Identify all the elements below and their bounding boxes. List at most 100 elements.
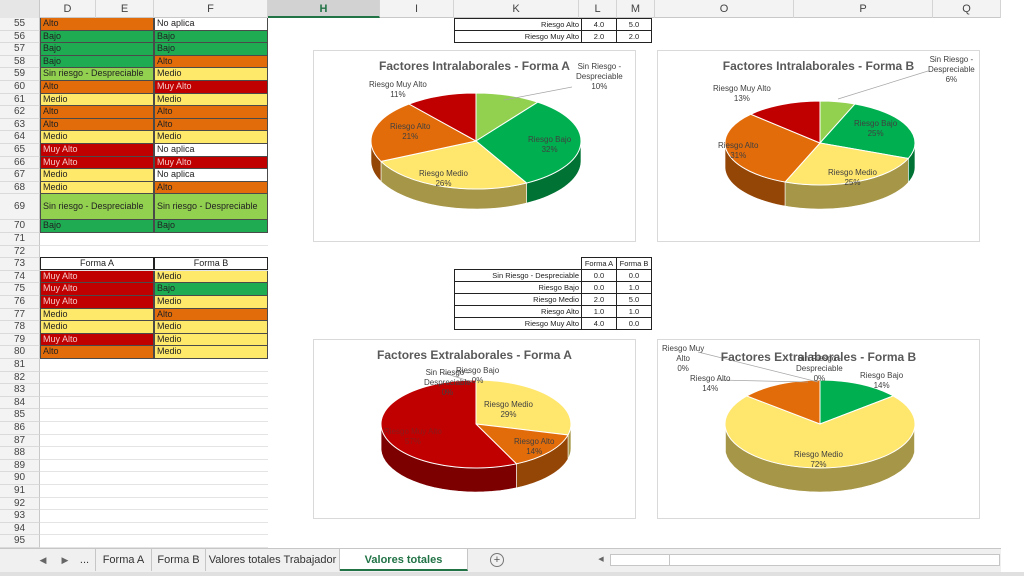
horizontal-scrollbar-track[interactable] xyxy=(670,554,1000,566)
pie-slice-bajo[interactable] xyxy=(475,101,582,184)
risk-cell-f[interactable]: Bajo xyxy=(154,30,268,44)
row-header[interactable]: 69 xyxy=(0,194,40,221)
table-cell[interactable]: 0.0 xyxy=(616,269,652,282)
risk-cell-e[interactable]: Medio xyxy=(40,181,154,195)
table-cell[interactable]: Riesgo Muy Alto xyxy=(454,317,582,330)
row-header[interactable]: 59 xyxy=(0,68,40,81)
row-header[interactable]: 66 xyxy=(0,156,40,170)
row-header[interactable]: 86 xyxy=(0,422,40,435)
risk-cell-f[interactable]: Medio xyxy=(154,131,268,144)
table-cell[interactable]: Riesgo Muy Alto xyxy=(454,30,582,43)
table-cell[interactable]: 4.0 xyxy=(581,317,617,330)
risk-cell-e[interactable]: Sin riesgo - Despreciable xyxy=(40,194,154,221)
pie-slice-bajo[interactable] xyxy=(819,103,916,160)
forma-a-cell[interactable]: Medio xyxy=(40,321,154,334)
table-cell[interactable]: Riesgo Alto xyxy=(454,18,582,31)
risk-cell-e[interactable]: Alto xyxy=(40,18,154,31)
forma-b-cell[interactable]: Medio xyxy=(154,346,268,359)
table-cell[interactable]: 0.0 xyxy=(581,269,617,282)
table-cell[interactable]: 2.0 xyxy=(581,293,617,306)
column-header-p[interactable]: P xyxy=(794,0,933,18)
risk-cell-e[interactable]: Bajo xyxy=(40,220,154,233)
row-header[interactable]: 95 xyxy=(0,535,40,548)
forma-a-cell[interactable]: Medio xyxy=(40,308,154,322)
pie-slice-bajo[interactable] xyxy=(819,379,895,425)
row-header[interactable]: 91 xyxy=(0,485,40,498)
risk-cell-f[interactable]: Alto xyxy=(154,55,268,69)
row-header[interactable]: 82 xyxy=(0,371,40,385)
row-header[interactable]: 72 xyxy=(0,245,40,259)
table-cell[interactable]: 2.0 xyxy=(616,30,652,43)
table-header-cell[interactable]: Forma A xyxy=(581,257,617,270)
row-header[interactable]: 62 xyxy=(0,106,40,119)
row-header[interactable]: 88 xyxy=(0,447,40,460)
table-cell[interactable]: 1.0 xyxy=(616,281,652,294)
row-header[interactable]: 90 xyxy=(0,472,40,485)
chart-intralaborales-forma-b[interactable]: Factores Intralaborales - Forma B Sin Ri… xyxy=(657,50,980,242)
pie-slice-muy-alto[interactable] xyxy=(749,100,821,144)
column-header-q[interactable]: Q xyxy=(933,0,1001,18)
risk-cell-f[interactable]: Alto xyxy=(154,118,268,132)
column-header-l[interactable]: L xyxy=(579,0,617,18)
row-header[interactable]: 79 xyxy=(0,333,40,347)
table-cell[interactable]: 1.0 xyxy=(616,305,652,318)
column-header-i[interactable]: I xyxy=(380,0,454,18)
pie-slice-medio[interactable] xyxy=(784,142,910,186)
forma-b-cell[interactable]: Bajo xyxy=(154,283,268,296)
risk-cell-e[interactable]: Medio xyxy=(40,169,154,182)
column-header-k[interactable]: K xyxy=(454,0,579,18)
pie-slice-medio[interactable] xyxy=(379,140,528,190)
column-header-h[interactable]: H xyxy=(268,0,380,18)
forma-b-cell[interactable]: Medio xyxy=(154,333,268,347)
row-header[interactable]: 65 xyxy=(0,144,40,157)
row-header[interactable]: 92 xyxy=(0,497,40,511)
row-header[interactable]: 85 xyxy=(0,409,40,422)
forma-a-cell[interactable]: Muy Alto xyxy=(40,270,154,284)
pie-slice-alto[interactable] xyxy=(474,423,569,465)
pie-slice-medio[interactable] xyxy=(475,379,572,436)
forma-b-cell[interactable]: Medio xyxy=(154,270,268,284)
row-header[interactable]: 80 xyxy=(0,346,40,359)
pie-slice-alto[interactable] xyxy=(370,103,478,162)
table-cell[interactable]: 5.0 xyxy=(616,293,652,306)
risk-cell-f[interactable]: Bajo xyxy=(154,43,268,56)
select-all-corner[interactable] xyxy=(0,0,40,18)
risk-cell-f[interactable]: No aplica xyxy=(154,18,268,31)
risk-cell-e[interactable]: Alto xyxy=(40,106,154,119)
row-header[interactable]: 60 xyxy=(0,81,40,94)
chart-extralaborales-forma-b[interactable]: Factores Extralaborales - Forma B Riesgo… xyxy=(657,339,980,519)
risk-cell-f[interactable]: No aplica xyxy=(154,169,268,182)
hscroll-left-button[interactable]: ◀ xyxy=(598,556,604,563)
row-header[interactable]: 64 xyxy=(0,131,40,144)
column-header-f[interactable]: F xyxy=(154,0,268,18)
tab-scroll-next-button[interactable]: ▶ xyxy=(61,555,69,565)
row-header[interactable]: 81 xyxy=(0,359,40,372)
row-header[interactable]: 70 xyxy=(0,220,40,233)
forma-b-cell[interactable]: Medio xyxy=(154,321,268,334)
pie-slice-muy-alto[interactable] xyxy=(380,379,518,469)
chart-intralaborales-forma-a[interactable]: Factores Intralaborales - Forma A Sin Ri… xyxy=(313,50,636,242)
risk-cell-f[interactable]: Medio xyxy=(154,68,268,81)
risk-cell-e[interactable]: Alto xyxy=(40,81,154,94)
risk-cell-f[interactable]: Sin riesgo - Despreciable xyxy=(154,194,268,221)
risk-cell-f[interactable]: Muy Alto xyxy=(154,156,268,170)
row-header[interactable]: 68 xyxy=(0,181,40,195)
row-header[interactable]: 61 xyxy=(0,93,40,107)
forma-a-cell[interactable]: Alto xyxy=(40,346,154,359)
table-cell[interactable]: 1.0 xyxy=(581,305,617,318)
risk-cell-e[interactable]: Sin riesgo - Despreciable xyxy=(40,68,154,81)
forma-b-cell[interactable]: Alto xyxy=(154,308,268,322)
forma-a-cell[interactable]: Muy Alto xyxy=(40,333,154,347)
table-cell[interactable]: Riesgo Alto xyxy=(454,305,582,318)
tab-forma-a[interactable]: Forma A xyxy=(96,549,152,571)
table-cell[interactable]: 4.0 xyxy=(581,18,617,31)
chart-extralaborales-forma-a[interactable]: Factores Extralaborales - Forma A Sin Ri… xyxy=(313,339,636,519)
row-header[interactable]: 58 xyxy=(0,55,40,69)
row-header[interactable]: 56 xyxy=(0,30,40,44)
risk-cell-f[interactable]: No aplica xyxy=(154,144,268,157)
column-header-o[interactable]: O xyxy=(655,0,794,18)
horizontal-scrollbar-thumb[interactable] xyxy=(610,554,670,566)
table-cell[interactable]: Sin Riesgo - Despreciable xyxy=(454,269,582,282)
risk-cell-e[interactable]: Bajo xyxy=(40,55,154,69)
column-header-m[interactable]: M xyxy=(617,0,655,18)
